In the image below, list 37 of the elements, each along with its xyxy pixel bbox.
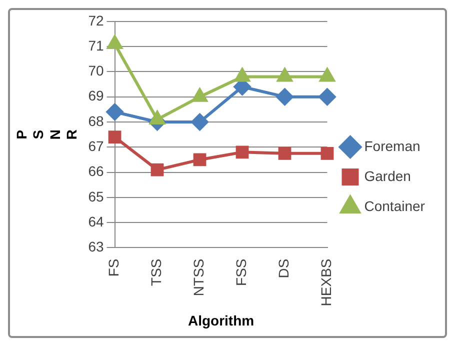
y-tick-label: 63 (88, 238, 104, 255)
point (234, 68, 250, 82)
point (108, 130, 122, 144)
point (320, 68, 335, 82)
legend-label: Foreman (364, 138, 420, 154)
point (107, 36, 122, 50)
point (150, 163, 164, 176)
point (278, 146, 292, 160)
point (277, 68, 292, 82)
point (191, 113, 208, 130)
x-axis-title: Algorithm (188, 312, 254, 328)
y-tick-label: 71 (88, 37, 104, 54)
y-axis-title: PSNR (13, 130, 80, 140)
x-tick-label: FSS (233, 258, 250, 286)
y-tick-label: 65 (88, 188, 104, 204)
y-tick-label: 72 (88, 12, 104, 28)
y-tick-label: 69 (88, 88, 104, 104)
legend-label: Garden (364, 168, 411, 184)
point (192, 88, 208, 102)
point (276, 88, 294, 106)
point (150, 110, 165, 124)
legend-label: Container (364, 198, 426, 214)
y-tick-label: 68 (88, 112, 104, 129)
x-tick-label: DS (276, 258, 292, 278)
point (320, 146, 334, 160)
y-tick-label: 70 (88, 62, 104, 79)
y-tick-label: 66 (88, 163, 104, 180)
x-tick-label: FS (106, 258, 122, 277)
point (106, 103, 124, 120)
point (236, 146, 249, 159)
x-tick-label: NTSS (190, 258, 207, 296)
y-tick-label: 64 (88, 213, 104, 230)
point (193, 153, 206, 166)
y-tick-label: 67 (88, 138, 104, 154)
x-tick-label: HEXBS (318, 258, 334, 306)
point (318, 88, 336, 106)
x-tick-label: TSS (148, 258, 164, 286)
